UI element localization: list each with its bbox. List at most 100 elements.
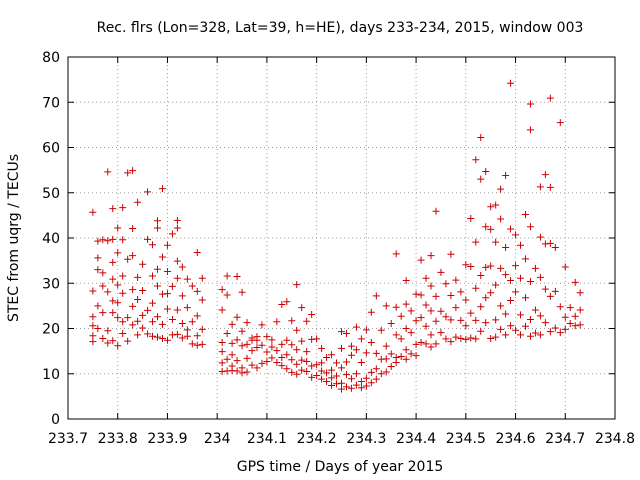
data-point <box>362 374 370 382</box>
data-point <box>482 294 490 302</box>
data-point <box>308 310 316 318</box>
data-point <box>447 316 455 324</box>
data-point <box>492 281 500 289</box>
data-point <box>144 306 152 314</box>
data-point <box>342 383 350 391</box>
y-tick-label: 0 <box>51 412 60 428</box>
data-point <box>347 375 355 383</box>
data-point <box>526 126 534 134</box>
data-point <box>477 272 485 280</box>
data-point <box>487 262 495 270</box>
data-point <box>402 277 410 285</box>
data-point <box>382 342 390 350</box>
data-point <box>432 340 440 348</box>
data-point <box>397 335 405 343</box>
data-point <box>507 79 515 87</box>
data-point <box>462 261 470 269</box>
data-point <box>362 382 370 390</box>
data-point <box>566 304 574 312</box>
data-point <box>347 351 355 359</box>
data-point <box>173 330 181 338</box>
data-point <box>323 377 331 385</box>
data-point <box>367 368 375 376</box>
data-point <box>233 313 241 321</box>
data-point <box>517 241 525 249</box>
data-point <box>472 284 480 292</box>
y-tick-label: 80 <box>42 50 60 66</box>
data-point <box>258 321 266 329</box>
data-point <box>198 340 206 348</box>
data-point <box>402 346 410 354</box>
data-point <box>119 236 127 244</box>
data-point <box>218 339 226 347</box>
data-point <box>268 336 276 344</box>
x-tick-label: 233.9 <box>147 431 187 447</box>
data-point <box>342 358 350 366</box>
data-point <box>432 317 440 325</box>
data-point <box>154 265 162 273</box>
data-point <box>502 331 510 339</box>
data-point <box>497 215 505 223</box>
data-point <box>517 331 525 339</box>
data-point <box>173 257 181 265</box>
y-tick-label: 30 <box>42 276 60 292</box>
data-point <box>258 341 266 349</box>
data-point <box>328 374 336 382</box>
data-point <box>472 335 480 343</box>
data-point <box>561 263 569 271</box>
data-point <box>338 328 345 336</box>
data-point <box>253 336 261 344</box>
data-point <box>546 292 554 300</box>
data-point <box>576 289 584 297</box>
data-point <box>412 352 420 360</box>
data-point <box>178 263 186 271</box>
data-point <box>427 343 435 351</box>
data-point <box>119 329 127 337</box>
data-point <box>273 347 281 355</box>
data-point <box>163 305 171 313</box>
data-point <box>228 339 236 347</box>
data-point <box>541 171 549 179</box>
data-point <box>342 371 350 379</box>
x-axis-label: GPS time / Days of year 2015 <box>237 459 444 475</box>
data-point <box>168 315 176 323</box>
data-point <box>298 304 306 312</box>
data-point <box>422 274 430 282</box>
data-point <box>417 256 425 264</box>
data-point <box>447 338 455 346</box>
data-point <box>89 322 97 330</box>
data-point <box>158 334 166 342</box>
y-tick-label: 50 <box>42 186 60 202</box>
data-point <box>372 349 380 357</box>
data-point <box>129 224 137 232</box>
data-point <box>402 325 410 332</box>
data-point <box>467 334 475 342</box>
data-point <box>124 169 132 177</box>
data-point <box>119 204 127 212</box>
data-point <box>367 308 375 316</box>
data-point <box>283 351 291 359</box>
data-point <box>531 329 539 337</box>
data-point <box>437 329 445 337</box>
data-point <box>521 322 529 330</box>
data-point <box>546 94 554 102</box>
data-point <box>477 175 485 183</box>
data-point <box>482 263 490 271</box>
data-point <box>223 329 231 337</box>
data-point <box>507 296 515 304</box>
data-point <box>134 198 142 206</box>
data-point <box>402 355 410 363</box>
data-point <box>318 344 326 352</box>
data-point <box>467 309 475 317</box>
data-point <box>422 322 430 330</box>
data-point <box>288 368 296 376</box>
x-tick-label: 234.1 <box>247 431 287 447</box>
data-point <box>99 309 107 317</box>
data-point <box>233 367 241 375</box>
data-point <box>168 282 176 290</box>
data-point <box>158 320 166 328</box>
data-point <box>293 360 301 368</box>
data-point <box>313 372 321 380</box>
data-point <box>512 262 520 270</box>
data-point <box>536 312 544 320</box>
